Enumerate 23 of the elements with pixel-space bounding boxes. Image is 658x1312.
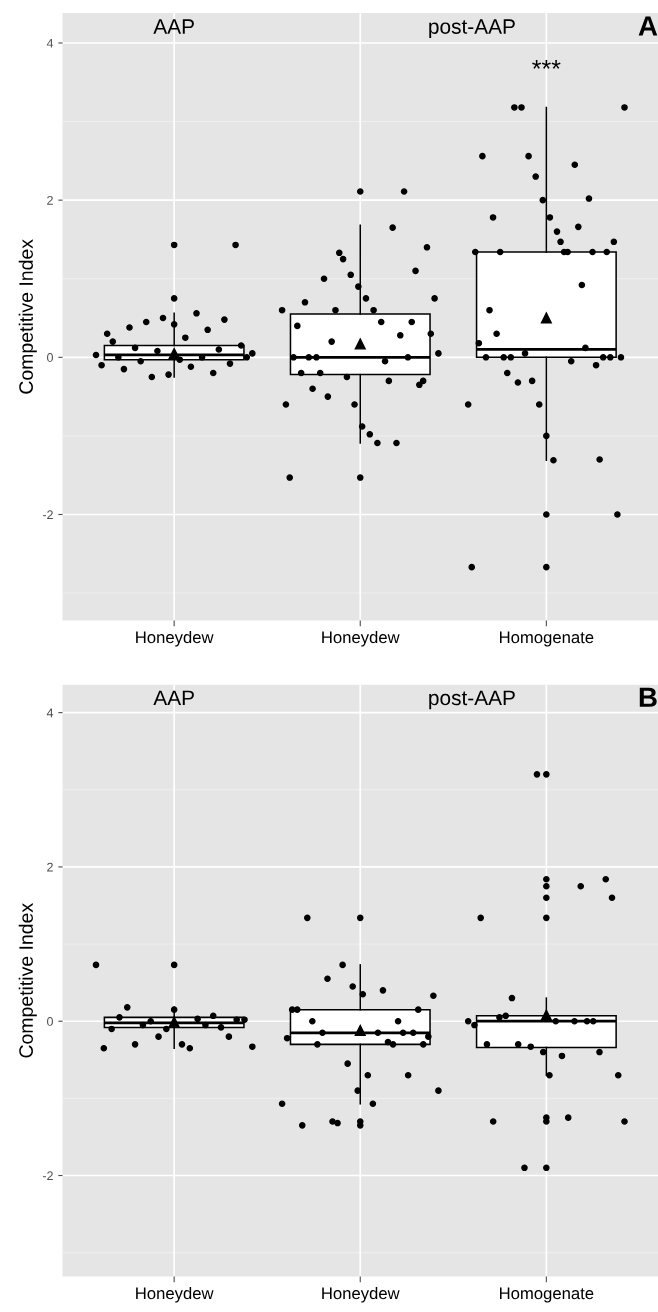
y-axis-title: Competitive Index bbox=[18, 239, 37, 394]
annotation: AAP bbox=[153, 19, 194, 34]
x-tick-label: Homogenate bbox=[500, 1287, 594, 1303]
annotation: A bbox=[638, 16, 658, 36]
annotation: AAP bbox=[153, 690, 194, 706]
x-tick-label: Honeydew bbox=[322, 1286, 400, 1303]
x-tick-label: Honeydew bbox=[136, 1286, 214, 1303]
y-tick-label: 0 bbox=[47, 353, 53, 362]
y-tick-label: 4 bbox=[46, 708, 54, 718]
y-tick-label: 0 bbox=[47, 1017, 53, 1026]
annotation: B bbox=[639, 687, 657, 707]
y-tick-label: -2 bbox=[42, 1171, 53, 1181]
x-tick-label: Homogenate bbox=[500, 631, 594, 647]
y-tick-label: -2 bbox=[42, 510, 53, 520]
annotation: *** bbox=[532, 60, 561, 69]
y-tick-label: 2 bbox=[47, 195, 53, 205]
y-tick-label: 4 bbox=[46, 38, 54, 48]
y-tick-label: 2 bbox=[47, 862, 53, 872]
annotation: post-AAP bbox=[429, 19, 515, 39]
annotation: post-AAP bbox=[429, 690, 515, 710]
x-tick-label: Honeydew bbox=[322, 630, 400, 647]
x-tick-label: Honeydew bbox=[136, 630, 214, 647]
y-axis-title: Competitive Index bbox=[18, 903, 37, 1058]
